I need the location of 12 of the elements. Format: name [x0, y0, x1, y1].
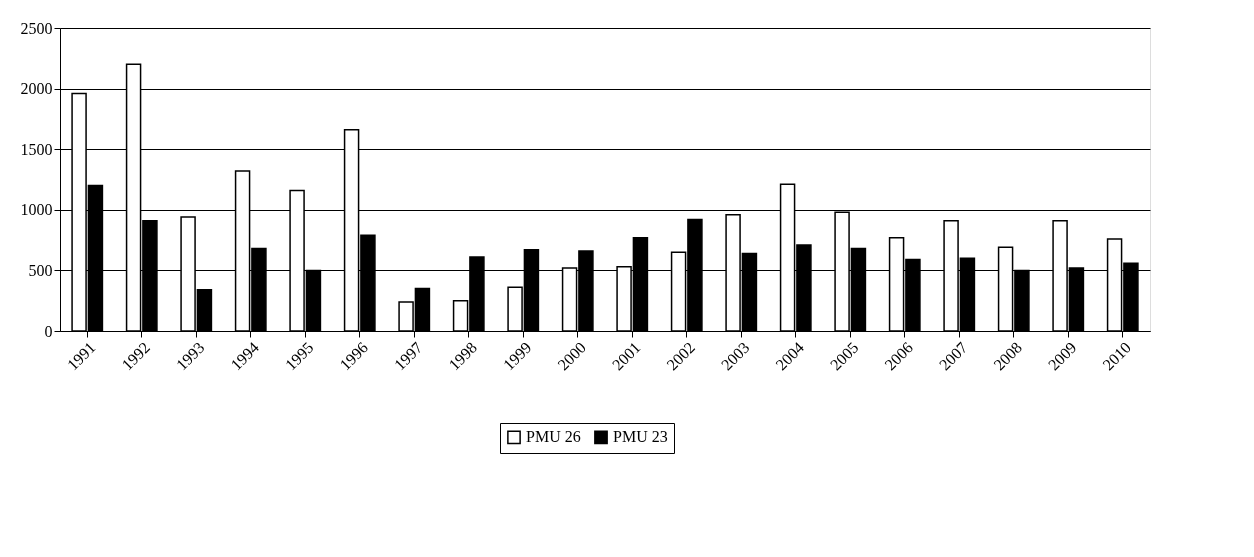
y-tick-label: 1500 [20, 140, 53, 158]
x-tick-label: 1999 [499, 338, 535, 374]
x-tick-label: 1992 [118, 338, 154, 374]
y-tick-label: 1000 [20, 201, 53, 219]
y-tick-label: 2000 [20, 80, 53, 98]
y-tick-label: 0 [44, 322, 53, 340]
y-tick-label: 2500 [20, 19, 53, 37]
x-tick-label: 1991 [63, 338, 99, 374]
legend-label: PMU 26 [526, 428, 581, 446]
legend-label: PMU 23 [613, 428, 668, 446]
x-tick-label: 1993 [172, 338, 208, 374]
y-tick-label: 500 [28, 261, 53, 279]
